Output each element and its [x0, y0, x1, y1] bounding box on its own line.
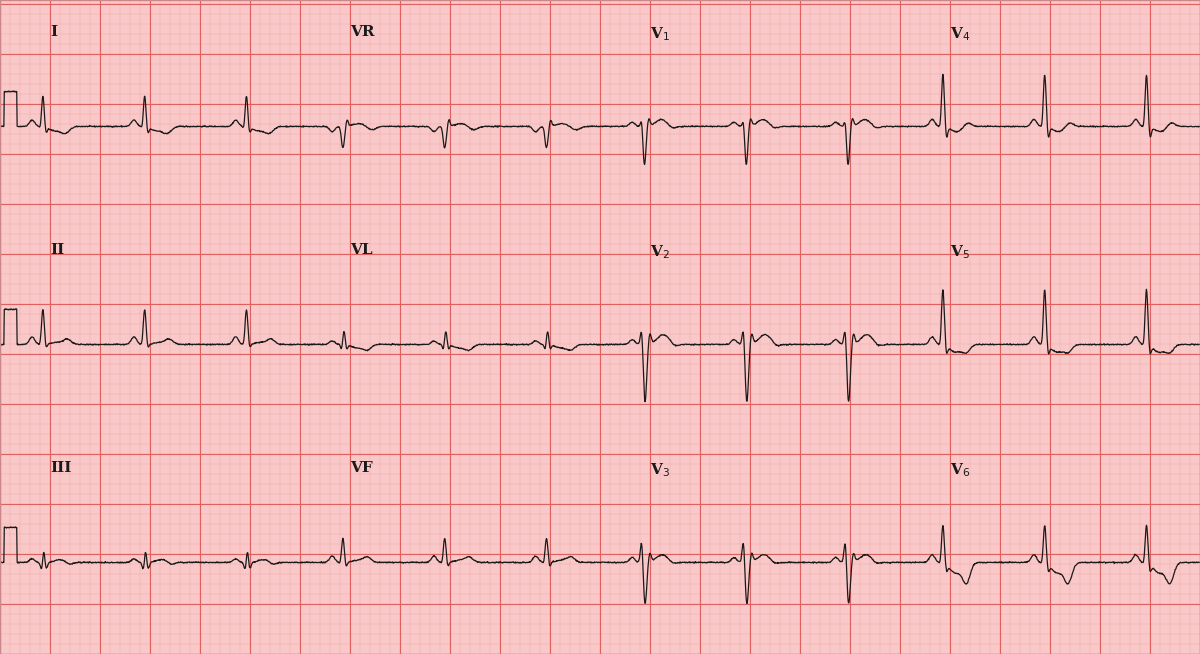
Text: V$_5$: V$_5$: [950, 243, 970, 261]
Text: V$_2$: V$_2$: [650, 243, 670, 261]
Text: V$_4$: V$_4$: [950, 25, 970, 43]
Text: VL: VL: [350, 243, 373, 257]
Text: V$_6$: V$_6$: [950, 461, 971, 479]
Text: VR: VR: [350, 25, 374, 39]
Text: V$_3$: V$_3$: [650, 461, 670, 479]
Text: II: II: [50, 243, 65, 257]
Text: I: I: [50, 25, 58, 39]
Text: III: III: [50, 461, 71, 475]
Text: V$_1$: V$_1$: [650, 25, 670, 43]
Text: VF: VF: [350, 461, 373, 475]
